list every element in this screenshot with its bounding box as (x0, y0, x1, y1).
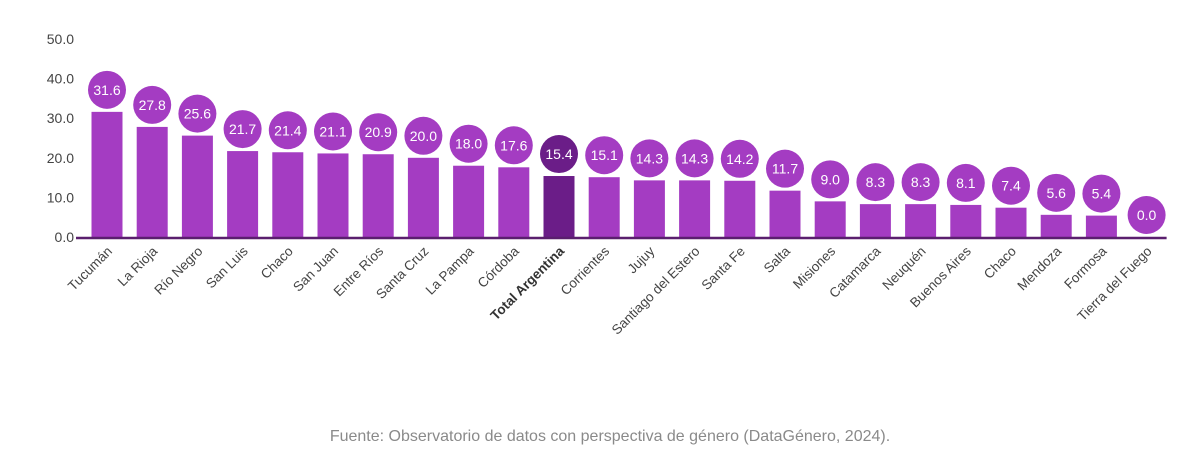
value-label-bubble (494, 126, 533, 165)
y-tick-label: 20.0 (47, 150, 74, 166)
bar (272, 152, 304, 237)
value-label: 20.9 (365, 124, 392, 140)
category-label: Santa Fe (699, 244, 748, 293)
value-label: 5.4 (1092, 186, 1112, 202)
value-label-bubble (766, 149, 804, 188)
value-label: 8.3 (911, 174, 931, 190)
value-label: 27.8 (139, 97, 166, 113)
value-label-bubble (901, 163, 940, 202)
value-label: 11.7 (772, 161, 798, 177)
value-label-bubble (811, 160, 850, 199)
bar (498, 167, 530, 237)
y-tick-label: 30.0 (47, 110, 74, 126)
value-label-bubble (720, 139, 759, 178)
category-label: Chaco (258, 244, 296, 282)
value-label-bubble (992, 166, 1030, 205)
bar (950, 204, 982, 237)
y-tick-label: 0.0 (55, 229, 75, 245)
value-label: 7.4 (1001, 178, 1021, 194)
category-label: Corrientes (558, 243, 613, 298)
value-label-bubble (133, 85, 172, 124)
y-tick-label: 50.0 (47, 31, 74, 47)
value-label-bubble (449, 124, 488, 163)
bar (407, 157, 439, 237)
bar (91, 111, 123, 237)
source-footnote: Fuente: Observatorio de datos con perspe… (329, 428, 891, 445)
category-label: La Rioja (115, 243, 161, 289)
category-label: Salta (761, 243, 794, 276)
value-label-bubble (1037, 173, 1076, 212)
bar (362, 154, 394, 237)
value-label: 21.1 (319, 123, 346, 139)
value-label-bubble (359, 113, 398, 152)
y-tick-label: 10.0 (47, 189, 74, 205)
category-label: Chaco (981, 244, 1019, 282)
value-label: 31.6 (93, 82, 120, 98)
bar (1040, 214, 1072, 237)
value-label-bubble (585, 136, 624, 175)
category-label: Mendoza (1014, 243, 1064, 293)
bar (453, 165, 485, 237)
value-label-bubble (314, 112, 352, 151)
value-label-bubble (856, 163, 895, 202)
bar (905, 204, 937, 237)
bar (633, 180, 665, 237)
value-label-bubble (178, 94, 217, 133)
value-label: 25.6 (184, 106, 211, 122)
bar (227, 151, 259, 237)
value-label: 8.3 (866, 174, 886, 190)
value-label-bubble (1082, 174, 1121, 213)
value-label: 5.6 (1046, 185, 1066, 201)
bar (769, 190, 801, 237)
category-label: Tucumán (65, 244, 115, 294)
bar (859, 204, 891, 237)
value-label: 15.4 (545, 146, 572, 162)
value-label: 14.3 (681, 150, 708, 166)
value-label-bubble (88, 70, 126, 109)
value-label-bubble (946, 163, 985, 202)
category-label: San Luis (203, 243, 251, 291)
value-label: 21.7 (229, 121, 256, 137)
value-label: 14.3 (636, 150, 663, 166)
bar (588, 177, 620, 237)
bar (181, 135, 213, 237)
bar (679, 180, 711, 237)
bar (1085, 215, 1117, 237)
value-label-bubble (223, 110, 262, 149)
bar (724, 180, 756, 237)
value-label-bubble (404, 116, 443, 155)
value-label: 20.0 (410, 128, 437, 144)
value-label-bubble (268, 111, 307, 150)
category-label: Santiago del Estero (609, 244, 703, 338)
value-label: 17.6 (500, 137, 527, 153)
bar (136, 126, 168, 237)
category-label: Río Negro (151, 244, 205, 298)
value-label-bubble (1127, 196, 1166, 234)
value-label: 8.1 (956, 175, 976, 191)
value-label-bubble (675, 139, 714, 178)
value-label: 14.2 (726, 151, 753, 167)
category-label: Jujuy (625, 243, 658, 276)
value-label: 9.0 (820, 171, 840, 187)
value-label-bubble (540, 135, 578, 174)
bar (543, 176, 575, 237)
category-label: La Pampa (423, 243, 477, 297)
value-label-bubble (630, 139, 669, 178)
bar (814, 201, 846, 237)
value-label: 0.0 (1137, 207, 1157, 223)
value-label: 21.4 (274, 122, 301, 138)
bar (995, 207, 1027, 237)
y-tick-label: 40.0 (47, 71, 74, 87)
bar (317, 153, 349, 237)
value-label: 15.1 (591, 147, 618, 163)
value-label: 18.0 (455, 136, 482, 152)
